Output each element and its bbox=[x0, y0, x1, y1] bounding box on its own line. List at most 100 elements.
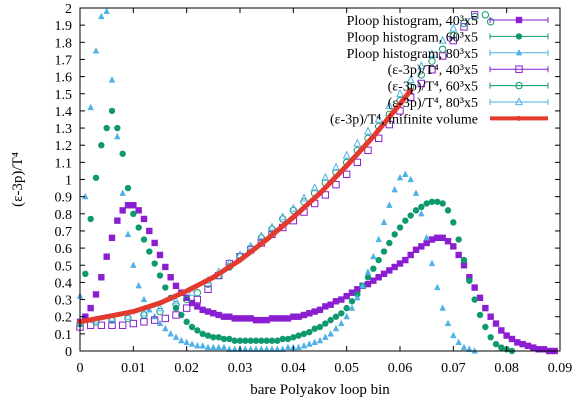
data-point bbox=[481, 11, 490, 19]
data-point bbox=[322, 333, 329, 340]
data-point bbox=[380, 270, 388, 278]
data-point bbox=[370, 252, 377, 260]
data-point bbox=[343, 312, 350, 320]
data-point bbox=[258, 316, 265, 324]
y-tick-label: 0.2 bbox=[55, 311, 73, 326]
axis-ticks: 0 0.01 0.02 0.03 0.04 0.05 0.06 0.07 0.08 0.09 0 0.… bbox=[55, 2, 573, 376]
data-point bbox=[263, 337, 270, 344]
data-point bbox=[231, 345, 238, 352]
data-point bbox=[156, 272, 164, 279]
data-point bbox=[98, 142, 105, 149]
data-point bbox=[417, 79, 426, 88]
data-point bbox=[87, 304, 94, 312]
data-point bbox=[242, 345, 249, 352]
data-point bbox=[295, 332, 302, 339]
data-point bbox=[423, 200, 430, 207]
data-point bbox=[407, 175, 414, 183]
data-point bbox=[338, 319, 345, 327]
data-point bbox=[482, 323, 489, 331]
data-point bbox=[108, 76, 116, 83]
data-point bbox=[343, 304, 350, 312]
legend-item-1: Ploop histogram, 40³x5 bbox=[347, 14, 549, 29]
data-point bbox=[417, 71, 426, 79]
legend-marker bbox=[515, 81, 523, 90]
data-point bbox=[359, 282, 366, 289]
data-point bbox=[263, 345, 270, 352]
data-point bbox=[322, 320, 329, 327]
data-point bbox=[130, 309, 136, 315]
legend-label: Ploop histogram, 80³x5 bbox=[347, 47, 478, 62]
data-point bbox=[331, 162, 341, 171]
data-point bbox=[226, 313, 233, 320]
data-point bbox=[199, 330, 206, 338]
data-point bbox=[306, 310, 313, 317]
legend-marker bbox=[514, 97, 524, 106]
data-point bbox=[274, 315, 281, 322]
data-point bbox=[396, 260, 404, 267]
data-point bbox=[438, 35, 447, 44]
data-point bbox=[220, 313, 228, 320]
data-point bbox=[348, 289, 356, 296]
data-point bbox=[487, 313, 494, 320]
data-point bbox=[498, 327, 505, 334]
data-point bbox=[140, 236, 148, 243]
data-point bbox=[274, 345, 281, 352]
data-point bbox=[156, 307, 164, 316]
data-point bbox=[444, 207, 452, 214]
x-tick-label: 0.07 bbox=[441, 361, 466, 376]
legend-label: (ε-3p)/T⁴, 60³x5 bbox=[388, 80, 478, 95]
data-point bbox=[364, 280, 372, 288]
data-point bbox=[391, 185, 398, 193]
legend-marker bbox=[516, 115, 522, 121]
data-point bbox=[199, 342, 206, 349]
data-point bbox=[380, 218, 388, 225]
series-2 bbox=[76, 107, 516, 355]
data-point bbox=[103, 124, 110, 132]
data-point bbox=[321, 172, 330, 181]
data-point bbox=[327, 330, 334, 337]
data-point bbox=[162, 263, 169, 271]
data-point bbox=[428, 57, 436, 65]
data-point bbox=[311, 325, 318, 332]
y-tick-label: 1 bbox=[65, 174, 72, 189]
data-point bbox=[375, 256, 382, 264]
data-point bbox=[514, 339, 521, 346]
data-point bbox=[231, 337, 238, 344]
data-point bbox=[103, 7, 110, 15]
data-point bbox=[306, 328, 313, 336]
x-tick-label: 0.09 bbox=[548, 361, 573, 376]
data-point bbox=[130, 261, 137, 268]
data-point bbox=[370, 277, 377, 284]
x-tick-label: 0.06 bbox=[388, 361, 413, 376]
data-point bbox=[210, 310, 217, 317]
data-point bbox=[140, 215, 148, 223]
data-point bbox=[391, 263, 398, 271]
data-point bbox=[385, 100, 394, 109]
y-tick-label: 0 bbox=[65, 345, 72, 360]
data-point bbox=[284, 343, 292, 351]
data-point bbox=[438, 45, 447, 53]
x-tick-label: 0 bbox=[77, 361, 84, 376]
data-point bbox=[423, 239, 430, 247]
data-point bbox=[124, 184, 132, 192]
data-point bbox=[299, 193, 309, 202]
data-point bbox=[455, 251, 462, 259]
data-point bbox=[140, 295, 148, 303]
data-point bbox=[146, 227, 153, 235]
y-tick-label: 0.9 bbox=[55, 191, 73, 206]
data-point bbox=[139, 308, 149, 317]
data-point bbox=[391, 231, 398, 238]
data-point bbox=[252, 316, 260, 324]
data-point bbox=[364, 268, 372, 275]
data-point bbox=[263, 316, 270, 324]
x-axis-title: bare Polyakov loop bin bbox=[250, 382, 390, 398]
data-point bbox=[194, 327, 201, 334]
data-point bbox=[418, 203, 425, 211]
data-point bbox=[300, 311, 308, 319]
data-point bbox=[434, 234, 441, 242]
data-point bbox=[428, 66, 436, 74]
legend-item-3: Ploop histogram, 80³x5 bbox=[347, 47, 549, 62]
y-axis-title: (ε-3p)/T⁴ bbox=[10, 152, 26, 207]
